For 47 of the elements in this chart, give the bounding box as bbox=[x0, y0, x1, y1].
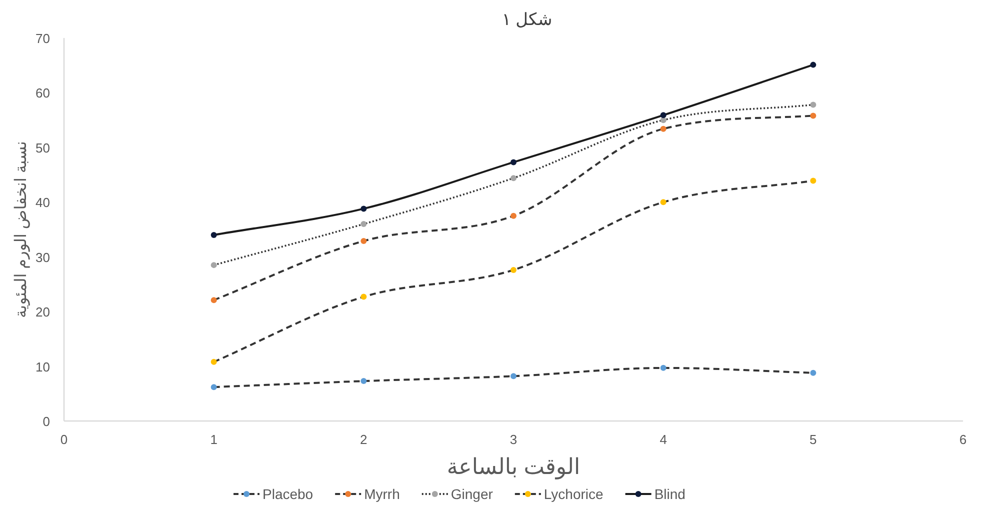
point bbox=[510, 175, 516, 182]
legend-label: Blind bbox=[654, 486, 686, 502]
point bbox=[210, 297, 217, 304]
point bbox=[660, 112, 666, 118]
point bbox=[660, 126, 666, 132]
y-tick-label: 40 bbox=[36, 195, 50, 210]
point bbox=[210, 358, 217, 365]
point bbox=[510, 159, 516, 166]
point bbox=[210, 262, 217, 268]
point bbox=[810, 102, 816, 108]
y-axis-title: نسبة انخفاض الورم المئوية bbox=[13, 141, 30, 318]
point bbox=[510, 212, 516, 219]
point bbox=[810, 370, 816, 376]
point bbox=[360, 378, 367, 384]
point bbox=[660, 199, 666, 206]
chart-title: شكل ١ bbox=[502, 10, 552, 29]
point bbox=[360, 221, 367, 228]
y-tick-label: 10 bbox=[36, 359, 50, 374]
point bbox=[810, 112, 816, 119]
y-tick-label: 30 bbox=[36, 250, 50, 265]
x-tick-label: 4 bbox=[660, 432, 667, 447]
y-tick-label: 70 bbox=[36, 31, 50, 46]
point bbox=[210, 384, 217, 390]
x-tick-label: 1 bbox=[210, 432, 218, 447]
point bbox=[360, 206, 367, 212]
point bbox=[510, 266, 516, 273]
point bbox=[360, 294, 367, 300]
y-tick-label: 0 bbox=[42, 414, 50, 429]
point bbox=[810, 62, 816, 68]
point bbox=[660, 364, 666, 371]
point bbox=[510, 373, 516, 380]
x-tick-label: 0 bbox=[60, 432, 68, 447]
legend-label: Myrrh bbox=[364, 486, 400, 502]
x-axis-title: الوقت بالساعة bbox=[446, 454, 580, 480]
point bbox=[810, 178, 816, 184]
y-tick-label: 60 bbox=[36, 86, 50, 101]
x-tick-label: 2 bbox=[360, 432, 368, 447]
legend-label: Placebo bbox=[262, 486, 314, 502]
point bbox=[210, 232, 217, 238]
point bbox=[360, 238, 367, 244]
legend-label: Lychorice bbox=[544, 486, 604, 502]
x-tick-label: 3 bbox=[510, 432, 518, 447]
x-tick-label: 6 bbox=[959, 432, 967, 447]
x-tick-label: 5 bbox=[810, 432, 817, 447]
y-tick-label: 20 bbox=[36, 304, 50, 320]
y-tick-label: 50 bbox=[36, 140, 50, 156]
legend-label: Ginger bbox=[450, 486, 494, 502]
